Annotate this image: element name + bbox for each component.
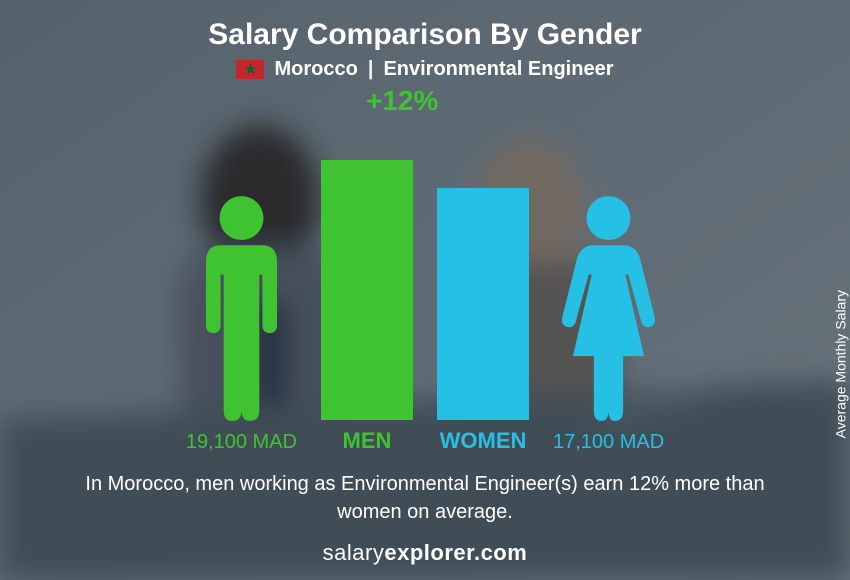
women-bar	[437, 188, 529, 420]
brand-logo: salaryexplorer.com	[323, 540, 528, 566]
male-icon	[189, 193, 294, 423]
men-salary: 19,100 MAD	[186, 431, 297, 454]
women-salary: 17,100 MAD	[553, 431, 664, 454]
female-icon	[556, 193, 661, 423]
summary-text: In Morocco, men working as Environmental…	[55, 470, 795, 526]
morocco-flag-icon	[236, 60, 264, 79]
brand-suffix: explorer.com	[384, 540, 527, 565]
job-label: Environmental Engineer	[383, 58, 613, 81]
percent-diff-label: +12%	[366, 85, 438, 117]
y-axis-label: Average Monthly Salary	[832, 290, 848, 438]
subtitle: Morocco | Environmental Engineer	[236, 58, 613, 81]
men-bar	[321, 160, 413, 420]
women-icon-column: 17,100 MAD	[553, 193, 664, 454]
women-bar-column: WOMEN	[437, 188, 529, 454]
separator: |	[368, 58, 374, 81]
men-label: MEN	[343, 428, 392, 454]
men-bar-column: MEN	[321, 160, 413, 454]
men-icon-column: 19,100 MAD	[186, 193, 297, 454]
country-label: Morocco	[274, 58, 357, 81]
content-container: Salary Comparison By Gender Morocco | En…	[0, 0, 850, 580]
women-label: WOMEN	[440, 428, 527, 454]
page-title: Salary Comparison By Gender	[208, 18, 641, 52]
chart: +12% 19,100 MAD MEN WOMEN	[30, 91, 820, 464]
brand-prefix: salary	[323, 540, 385, 565]
